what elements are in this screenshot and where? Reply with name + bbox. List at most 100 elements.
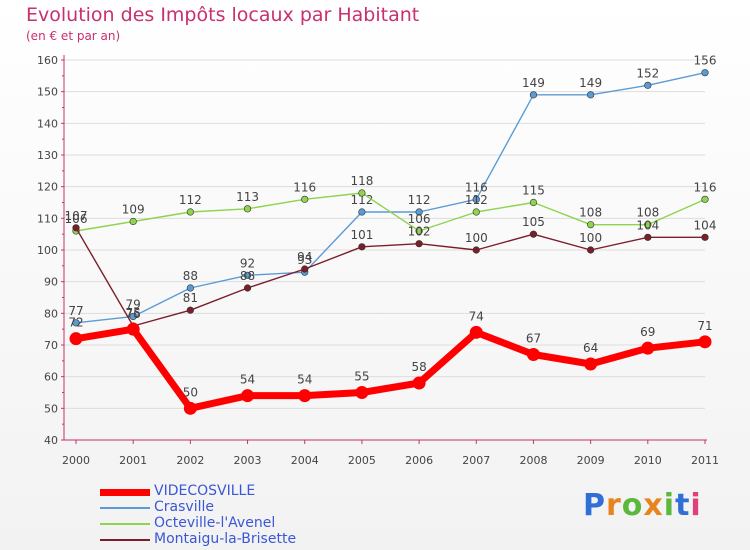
data-point	[701, 69, 709, 77]
y-tick-label: 150	[37, 86, 58, 99]
data-point	[526, 348, 540, 361]
data-label: 156	[694, 54, 717, 68]
data-point	[183, 401, 197, 415]
data-label: 100	[465, 231, 488, 245]
legend-swatch	[100, 488, 150, 496]
data-point	[358, 208, 366, 216]
data-label: 64	[583, 341, 598, 355]
x-tick-label: 2003	[234, 454, 262, 467]
y-tick-label: 80	[44, 307, 58, 320]
data-label: 116	[465, 180, 488, 194]
data-point	[358, 243, 366, 251]
series-line	[75, 325, 706, 412]
data-label: 79	[126, 298, 141, 312]
data-label: 104	[636, 218, 659, 232]
brand-letter: i	[663, 488, 676, 523]
data-point	[415, 208, 423, 216]
y-tick-label: 140	[37, 117, 58, 130]
data-point	[701, 195, 709, 203]
data-label: 115	[522, 184, 545, 198]
data-point	[298, 389, 312, 403]
data-label: 102	[408, 225, 431, 239]
data-point	[472, 246, 480, 254]
y-tick-label: 90	[44, 276, 58, 289]
data-label: 81	[183, 291, 198, 305]
data-label: 55	[354, 370, 369, 384]
x-tick-label: 2009	[577, 454, 605, 467]
data-point	[126, 322, 140, 336]
brand-letter: r	[606, 488, 622, 523]
data-label: 104	[694, 218, 717, 232]
data-point	[69, 332, 83, 346]
x-tick-label: 2006	[405, 454, 433, 467]
data-point	[584, 357, 598, 371]
data-label: 118	[350, 174, 373, 188]
data-label: 72	[68, 316, 83, 330]
data-label: 75	[126, 306, 141, 320]
data-point	[415, 240, 423, 248]
data-point	[243, 284, 252, 292]
data-label: 152	[636, 66, 659, 80]
series-line	[75, 227, 705, 327]
data-point	[644, 81, 652, 89]
data-label: 112	[465, 193, 488, 207]
brand-letter: t	[675, 488, 691, 523]
x-tick-label: 2002	[176, 454, 204, 467]
brand-letter: i	[690, 488, 702, 523]
data-point	[529, 198, 538, 207]
data-label: 116	[694, 180, 717, 194]
data-point	[415, 227, 423, 235]
legend-label: Montaigu-la-Brisette	[154, 531, 297, 547]
data-label: 88	[183, 269, 198, 283]
data-point	[72, 319, 80, 327]
data-point	[186, 208, 194, 216]
data-label: 67	[526, 332, 541, 346]
data-label: 50	[183, 385, 198, 399]
data-label: 74	[469, 309, 484, 323]
data-point	[129, 217, 137, 226]
data-label: 108	[636, 206, 659, 220]
y-tick-label: 50	[44, 402, 58, 415]
x-tick-label: 2011	[691, 454, 719, 467]
y-tick-label: 70	[44, 339, 58, 352]
x-tick-label: 2004	[291, 454, 319, 467]
y-tick-label: 100	[37, 244, 58, 257]
data-label: 94	[297, 250, 312, 264]
data-point	[186, 306, 194, 314]
data-label: 109	[122, 203, 145, 217]
brand-letter: P	[583, 488, 606, 523]
data-point	[587, 246, 595, 254]
x-tick-label: 2005	[348, 454, 376, 467]
data-label: 149	[579, 76, 602, 90]
data-label: 106	[408, 212, 431, 226]
data-label: 112	[408, 193, 431, 207]
data-point	[469, 325, 483, 339]
legend-label: VIDECOSVILLE	[154, 483, 256, 499]
data-label: 108	[579, 206, 602, 220]
data-point	[243, 205, 252, 213]
x-tick-label: 2007	[462, 454, 490, 467]
data-point	[641, 341, 655, 355]
x-tick-label: 2001	[119, 454, 147, 467]
y-tick-label: 120	[37, 181, 58, 194]
data-point	[644, 233, 652, 241]
data-point	[698, 335, 712, 349]
brand-logo: Proxiti	[583, 488, 702, 523]
data-point	[701, 233, 709, 241]
data-point	[587, 91, 595, 99]
data-point	[472, 195, 480, 203]
data-label: 71	[697, 319, 712, 333]
y-tick-label: 160	[37, 54, 58, 67]
legend-swatch	[100, 539, 150, 541]
x-tick-label: 2008	[519, 454, 547, 467]
data-label: 106	[65, 212, 88, 226]
data-point	[472, 208, 480, 216]
data-point	[243, 271, 252, 279]
series-line	[75, 192, 706, 232]
y-tick-label: 40	[44, 434, 58, 447]
y-tick-label: 110	[37, 212, 58, 225]
data-label: 69	[640, 325, 655, 339]
y-tick-label: 130	[37, 149, 58, 162]
legend-swatch	[100, 507, 150, 509]
